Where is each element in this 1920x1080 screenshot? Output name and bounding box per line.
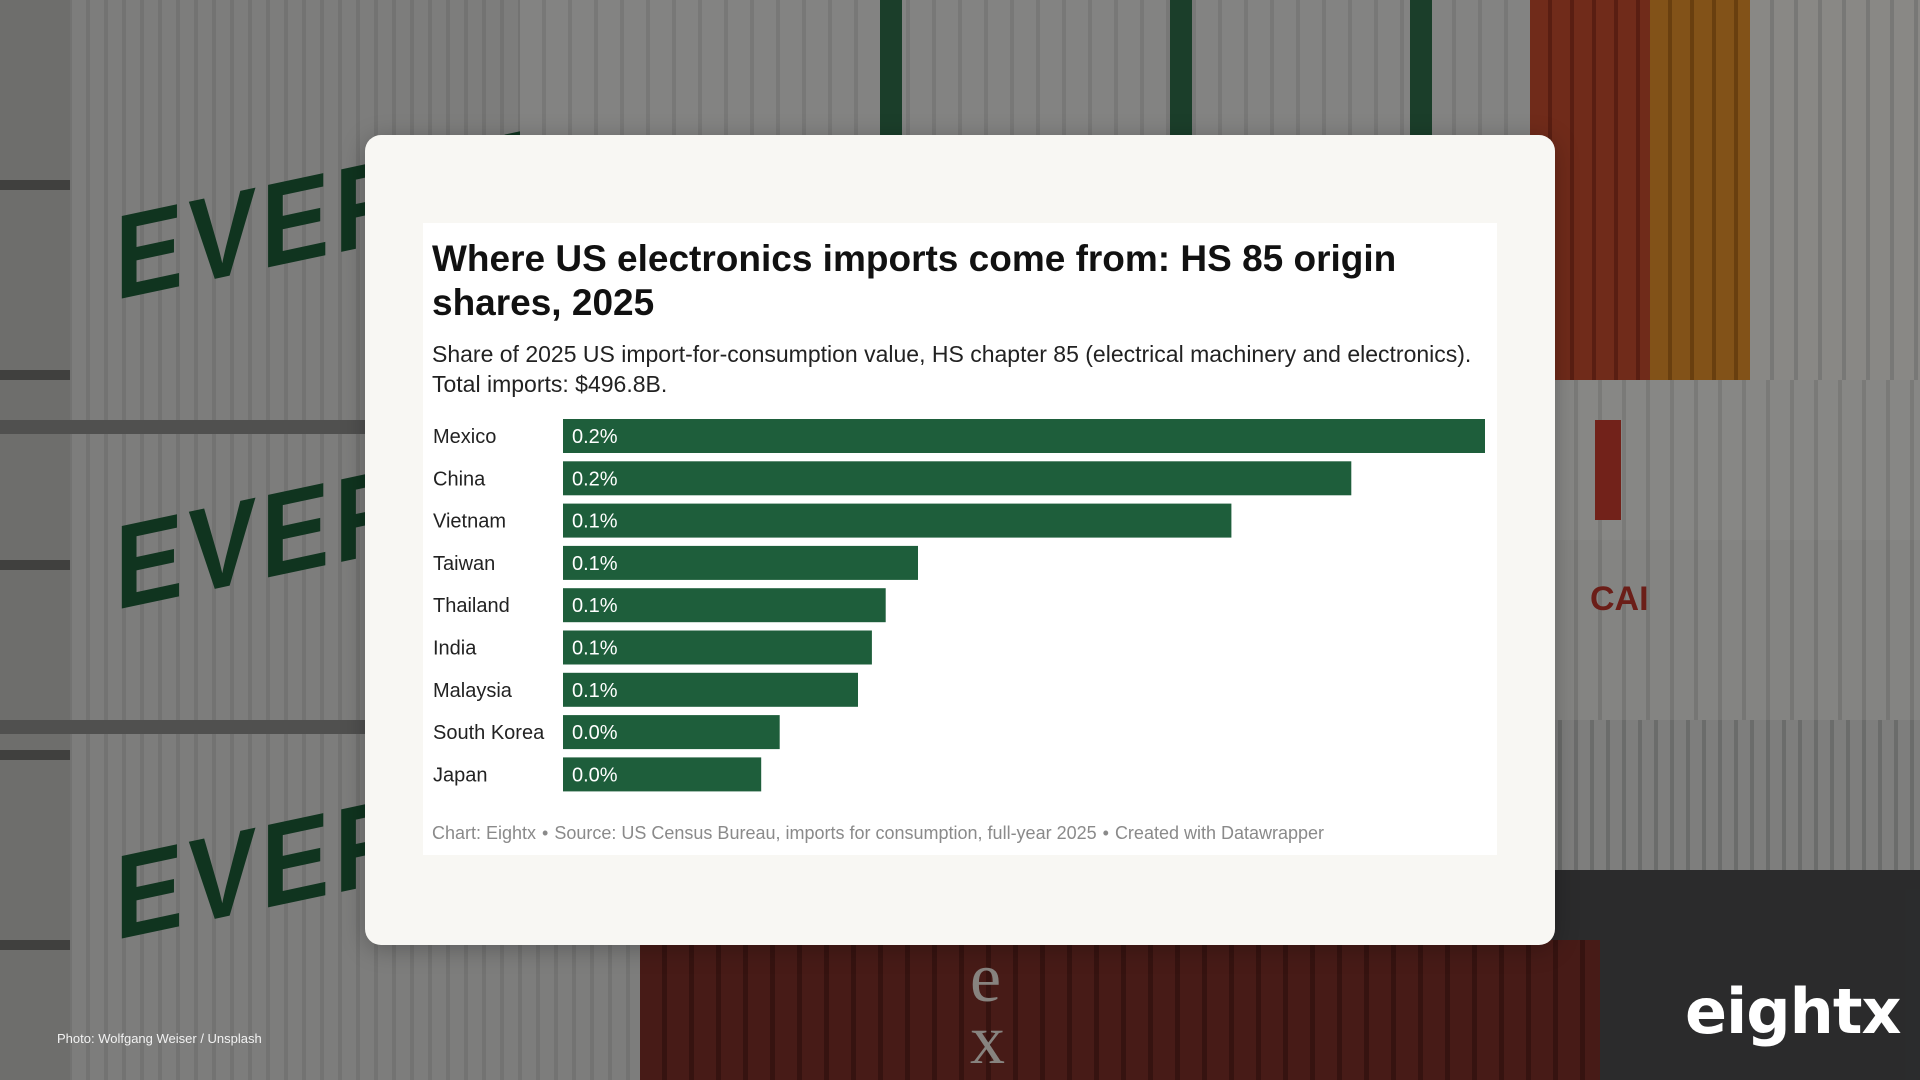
bar[interactable] (563, 757, 762, 792)
chart-subtitle: Share of 2025 US import-for-consumption … (432, 341, 1472, 397)
bar[interactable] (563, 672, 858, 707)
category-label: South Korea (433, 722, 545, 744)
photo-credit: Photo: Wolfgang Weiser / Unsplash (57, 1031, 262, 1046)
bar-value-label: 0.1% (572, 680, 618, 702)
container-frame (0, 0, 70, 1080)
bar-value-label: 0.1% (572, 553, 618, 575)
container-stripe (1410, 0, 1432, 140)
footer-created-with[interactable]: Created with Datawrapper (1114, 823, 1325, 843)
bar[interactable] (563, 419, 1485, 453)
bar-value-label: 0.1% (572, 638, 618, 660)
bar-value-label: 0.1% (572, 595, 618, 617)
category-label: China (433, 468, 486, 490)
eightx-logo: eightx (1685, 975, 1901, 1048)
category-label: Thailand (433, 595, 510, 617)
container (1530, 720, 1920, 870)
footer-source: Source: US Census Bureau, imports for co… (554, 823, 1097, 843)
bar-value-label: 0.2% (572, 468, 618, 490)
footer-separator: • (1102, 823, 1109, 843)
background-photo-top (520, 0, 1570, 140)
footer-chart-by: Chart: Eightx (432, 823, 537, 843)
bar-value-label: 0.0% (572, 722, 618, 744)
category-label: Mexico (433, 426, 496, 448)
category-label: Taiwan (433, 553, 495, 575)
container-marking (1595, 420, 1621, 520)
category-label: India (433, 638, 477, 660)
bar[interactable] (563, 715, 780, 750)
bar-chart: Mexico 0.2% China 0.2% Vietnam 0.1% Taiwan 0.1%… (433, 419, 1485, 792)
container (1750, 0, 1920, 380)
footer-separator: • (542, 823, 549, 843)
category-label: Malaysia (433, 680, 513, 702)
bar[interactable] (563, 545, 918, 580)
category-label: Japan (433, 764, 488, 786)
bar[interactable] (563, 461, 1352, 496)
chart-container: Where US electronics imports come from: … (423, 223, 1497, 855)
bar-value-label: 0.1% (572, 511, 618, 533)
bar-value-label: 0.2% (572, 426, 618, 448)
chart-title: Where US electronics imports come from: … (432, 238, 1397, 323)
bar-value-label: 0.0% (572, 764, 618, 786)
container (1650, 0, 1750, 380)
chart-card: Where US electronics imports come from: … (365, 135, 1555, 945)
bar[interactable] (563, 630, 872, 665)
container (1530, 540, 1920, 720)
container-stripe (1170, 0, 1192, 140)
chart-footer: Chart: Eightx • Source: US Census Bureau, … (432, 823, 1324, 844)
category-label: Vietnam (433, 511, 506, 533)
bar[interactable] (563, 503, 1232, 538)
container-lettering: CAI (1590, 580, 1649, 618)
container-stripe (880, 0, 902, 140)
bar[interactable] (563, 588, 886, 623)
